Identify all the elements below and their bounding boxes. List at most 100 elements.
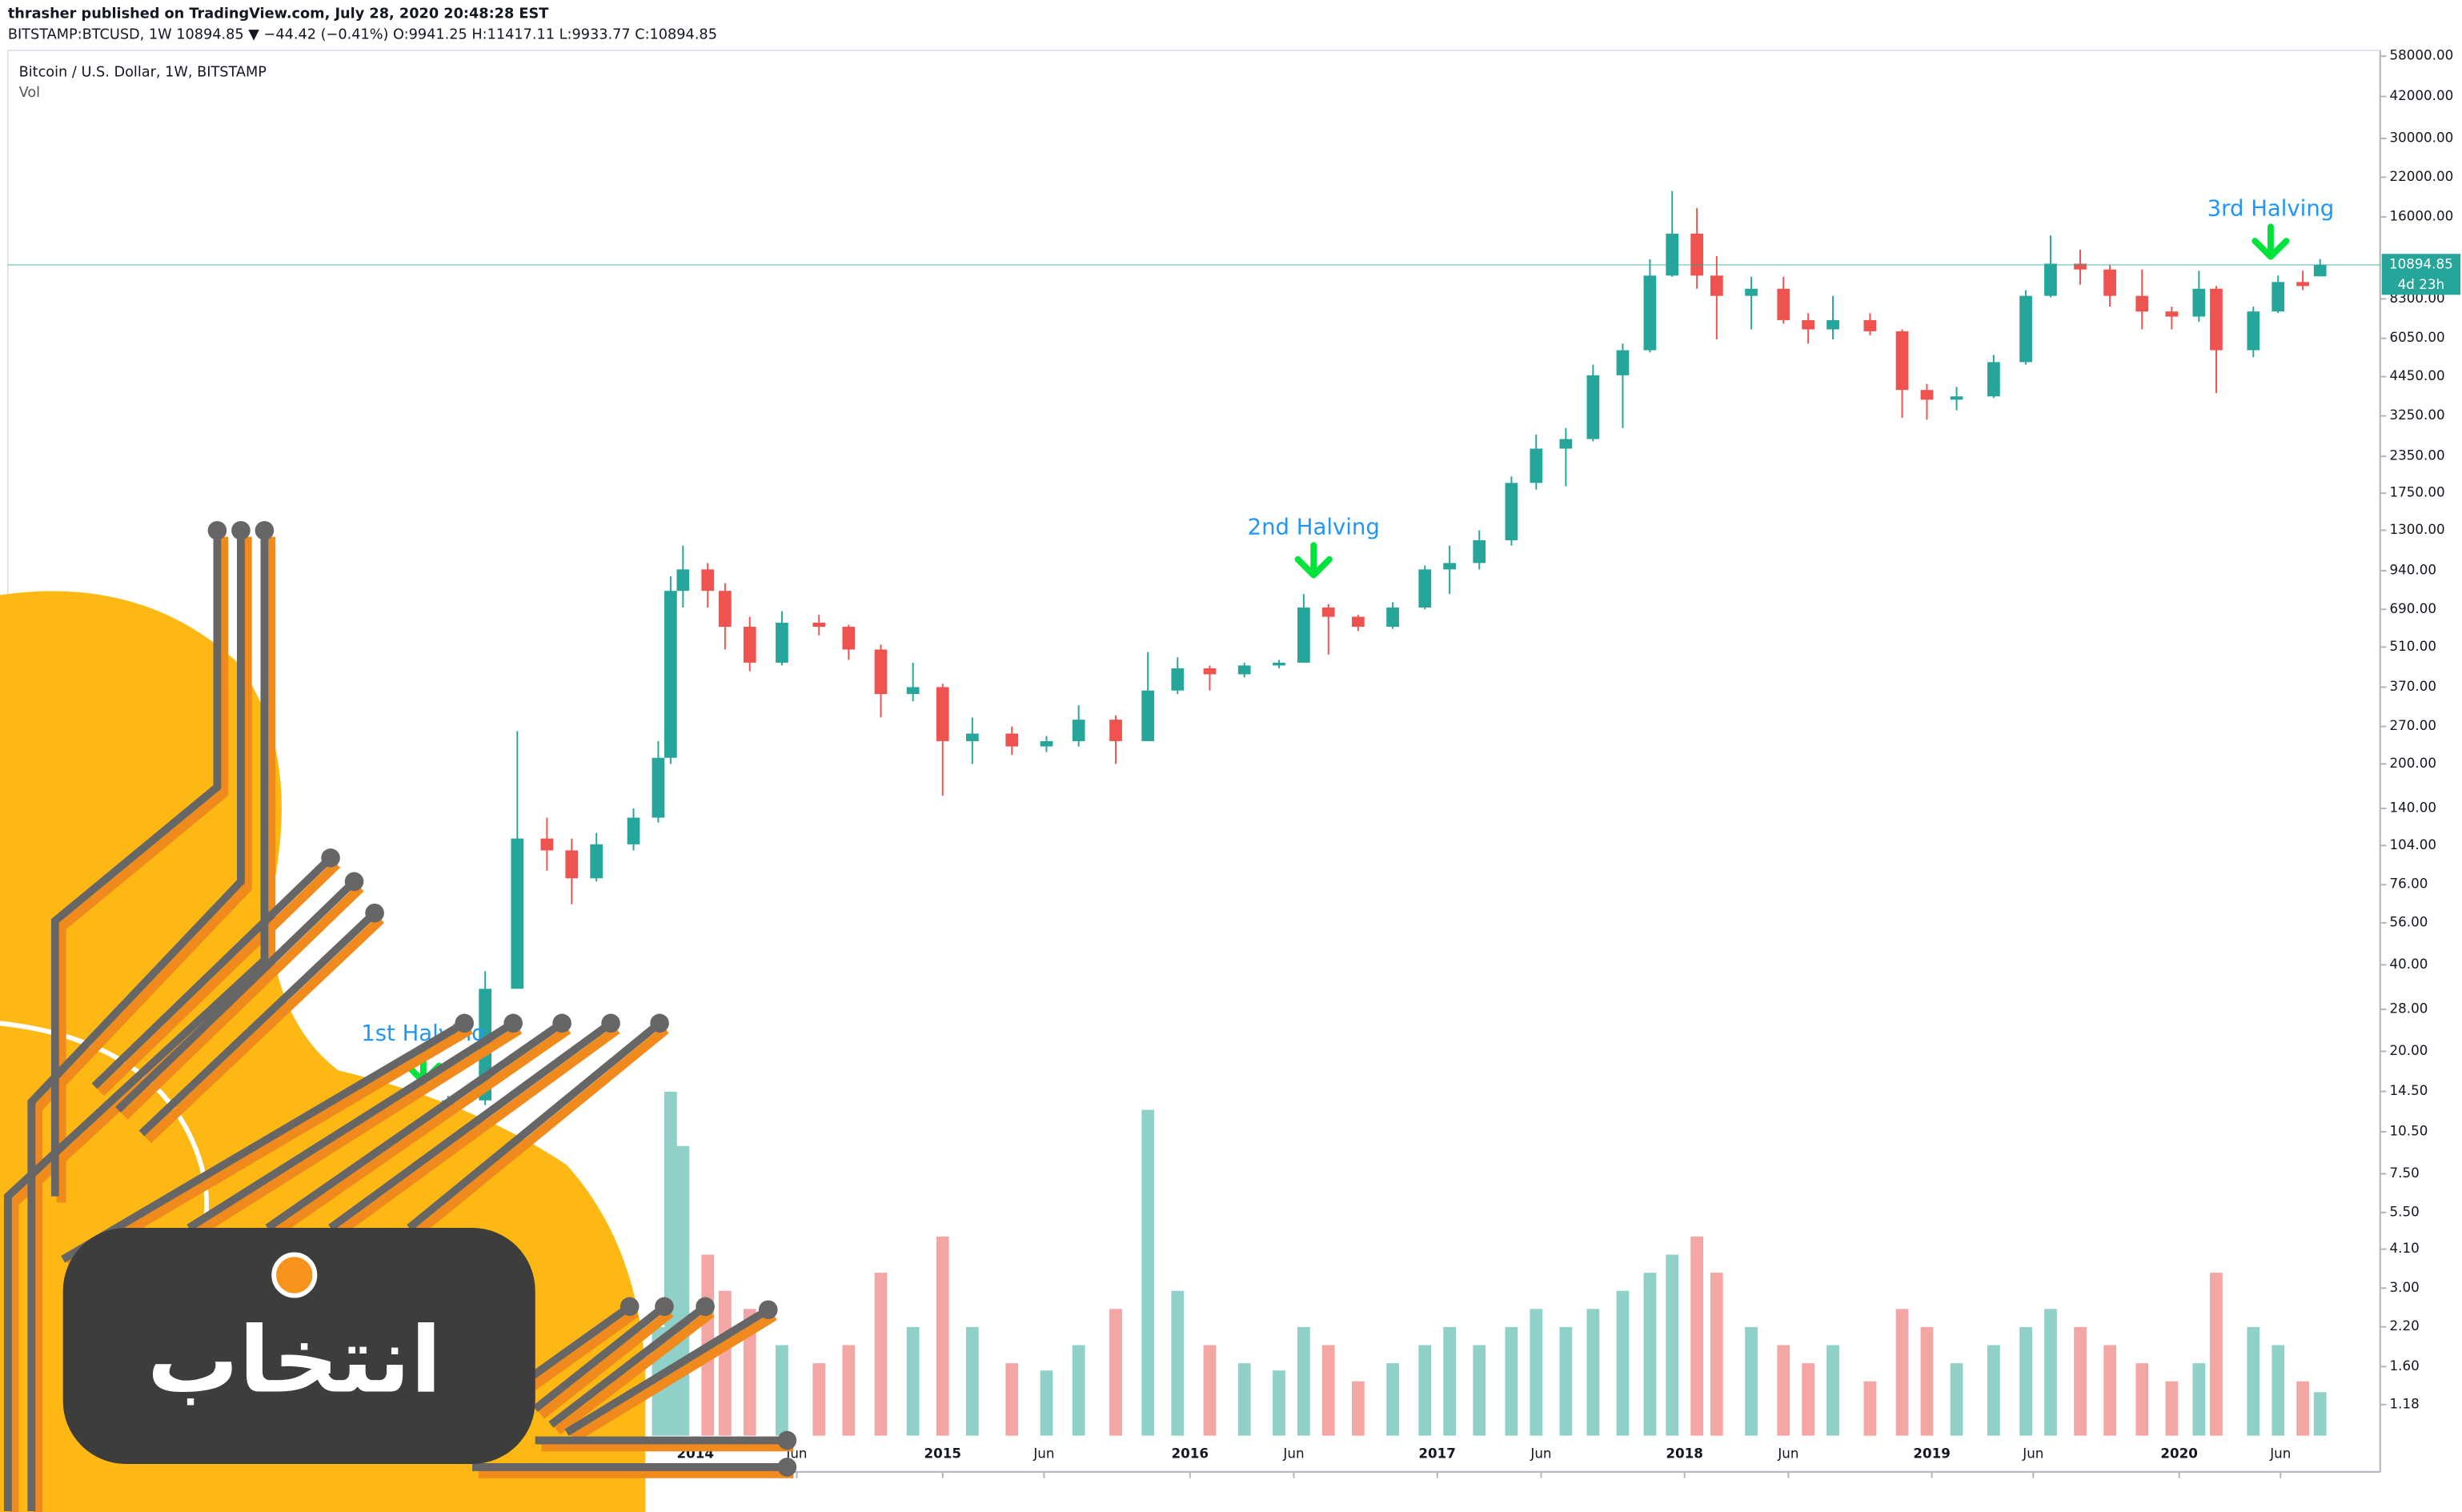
y-tick-label: 200.00: [2390, 755, 2436, 771]
y-tick-label: 370.00: [2390, 678, 2436, 694]
y-tick-label: 42000.00: [2390, 87, 2454, 103]
volume-bar: [1109, 1309, 1122, 1436]
candle-body: [1863, 319, 1877, 331]
volume-bar: [676, 1145, 690, 1436]
candle-body: [2192, 288, 2206, 317]
candle-body: [1473, 539, 1486, 563]
candle-body: [1171, 668, 1185, 691]
candle-body: [1505, 483, 1518, 540]
y-tick-label: 940.00: [2390, 562, 2436, 578]
y-tick-label: 1750.00: [2390, 484, 2445, 500]
volume-bar: [874, 1273, 888, 1436]
candle-body: [1273, 662, 1285, 666]
volume-bar: [2192, 1363, 2206, 1436]
volume-bar: [2135, 1363, 2149, 1436]
x-tick-label: Jun: [2022, 1446, 2043, 1462]
candle-body: [718, 591, 732, 628]
candle-body: [1072, 720, 1085, 741]
y-tick-label: 4450.00: [2390, 367, 2445, 383]
annotation: 2nd Halving: [1248, 515, 1380, 540]
candle-body: [511, 838, 524, 989]
candle-body: [565, 850, 579, 879]
quote: BITSTAMP:BTCUSD, 1W 10894.85 ▼ −44.42 (−…: [8, 26, 717, 42]
volume-bar: [842, 1345, 856, 1436]
volume-bar: [1530, 1309, 1543, 1436]
volume-bar: [1690, 1236, 1703, 1436]
circuit-nodes: [207, 520, 797, 1477]
candle-body: [1950, 396, 1963, 400]
volume-bar: [1351, 1381, 1365, 1436]
candle-body: [1109, 720, 1122, 741]
volume-bar: [1386, 1363, 1399, 1436]
volume-bar: [2313, 1392, 2327, 1436]
volume-bar: [1863, 1381, 1877, 1436]
volume-bar: [2165, 1381, 2179, 1436]
candle-body: [812, 622, 826, 628]
x-tick-label: 2020: [2160, 1446, 2198, 1462]
candle-body: [2165, 311, 2179, 317]
candle-body: [1040, 740, 1053, 747]
candle-body: [936, 687, 949, 741]
volume-bar: [2019, 1326, 2032, 1436]
candle-body: [1690, 233, 1703, 276]
y-tick-label: 3.00: [2390, 1279, 2420, 1295]
volume-bar: [1443, 1326, 1457, 1436]
annotation-arrow: [1294, 542, 1333, 579]
candle-body: [1443, 563, 1457, 570]
volume-bar: [718, 1290, 732, 1436]
candle-body: [2296, 282, 2309, 287]
logo-coin: [271, 1252, 318, 1298]
y-tick-label: 510.00: [2390, 638, 2436, 654]
volume-bar: [1895, 1309, 1909, 1436]
candle-body: [842, 627, 856, 650]
candle-body: [701, 569, 715, 592]
candle-body: [2074, 263, 2087, 270]
candle-body: [1777, 288, 1790, 320]
y-tick-label: 1.18: [2390, 1395, 2420, 1411]
volume-bar: [1237, 1363, 1251, 1436]
candle-body: [2044, 263, 2057, 296]
x-tick-label: 2017: [1418, 1446, 1456, 1462]
candle-body: [776, 622, 788, 663]
volume-bar: [2044, 1309, 2057, 1436]
volume-bar: [776, 1345, 788, 1436]
candle-body: [652, 757, 665, 818]
candle-body: [1530, 448, 1543, 483]
last-price-box: [2381, 254, 2461, 295]
candle-body: [1826, 319, 1839, 330]
candle-body: [1297, 608, 1310, 663]
y-tick-label: 58000.00: [2390, 47, 2454, 63]
candle-body: [1987, 362, 2000, 397]
volume-bar: [1586, 1309, 1600, 1436]
candle-body: [1203, 668, 1217, 675]
volume-bar: [1616, 1290, 1630, 1436]
logo-text: انتخاب: [147, 1306, 442, 1413]
candle-body: [743, 627, 756, 663]
y-tick-label: 4.10: [2390, 1240, 2420, 1256]
volume-bar: [1203, 1345, 1217, 1436]
volume-bar: [965, 1326, 979, 1436]
x-tick-label: Jun: [1282, 1446, 1304, 1462]
candle-body: [676, 569, 690, 592]
volume-bar: [1666, 1254, 1679, 1436]
volume-bar: [1072, 1345, 1085, 1436]
x-tick-label: Jun: [1033, 1446, 1054, 1462]
y-tick-label: 270.00: [2390, 717, 2436, 733]
volume-bar: [2296, 1381, 2309, 1436]
y-tick-label: 1.60: [2390, 1358, 2420, 1374]
y-tick-label: 56.00: [2390, 913, 2428, 929]
volume-bar: [1418, 1345, 1432, 1436]
volume-bar: [2247, 1326, 2260, 1436]
y-tick-label: 14.50: [2390, 1082, 2428, 1098]
volume-bar: [1297, 1326, 1310, 1436]
candle-body: [1141, 690, 1155, 741]
volume-bar: [1505, 1326, 1518, 1436]
y-tick-label: 22000.00: [2390, 168, 2454, 184]
annotation: 3rd Halving: [2207, 196, 2335, 222]
volume-bar: [936, 1236, 949, 1436]
volume-bar: [1040, 1370, 1053, 1436]
countdown-label: 4d 23h: [2398, 276, 2444, 292]
y-tick-label: 6050.00: [2390, 329, 2445, 345]
y-tick-label: 104.00: [2390, 836, 2436, 852]
